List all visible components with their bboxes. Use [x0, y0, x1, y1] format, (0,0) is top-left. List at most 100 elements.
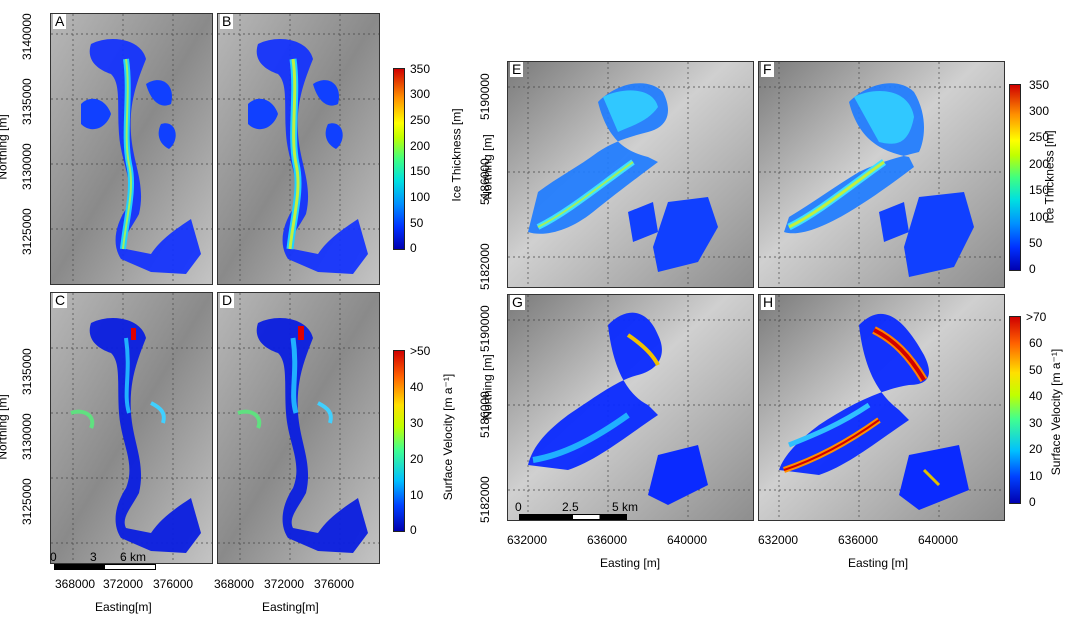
colorbar-tick: 150 — [410, 164, 431, 178]
y-tick: 3130000 — [20, 143, 34, 190]
panel-label: B — [220, 13, 234, 29]
scale-label: 3 — [90, 550, 97, 564]
colorbar-tick: 0 — [1029, 495, 1036, 509]
colorbar-tick: 200 — [1029, 157, 1050, 171]
y-axis-label: Northing [m] — [0, 114, 10, 180]
colorbar-tick: 60 — [1029, 336, 1043, 350]
panel-f-map — [759, 62, 1004, 287]
colorbar-tick: 250 — [410, 113, 431, 127]
colorbar-tick: 0 — [1029, 262, 1036, 276]
x-tick: 632000 — [758, 533, 799, 547]
y-tick: 3135000 — [20, 78, 34, 125]
scale-bar — [54, 564, 156, 570]
x-tick: 376000 — [153, 577, 194, 591]
x-axis-label: Easting[m] — [95, 600, 152, 614]
x-tick: 636000 — [838, 533, 879, 547]
colorbar-tick: 50 — [410, 216, 424, 230]
x-tick: 640000 — [918, 533, 959, 547]
y-axis-label: Northing [m] — [0, 394, 10, 460]
panel-a-map — [51, 14, 212, 284]
y-axis-label: Northing [m] — [480, 354, 495, 420]
colorbar-tick: 150 — [1029, 183, 1050, 197]
x-tick: 368000 — [214, 577, 255, 591]
x-tick: 636000 — [587, 533, 628, 547]
colorbar-tick: 20 — [1029, 442, 1043, 456]
colorbar-label: Ice Thickness [m] — [449, 108, 464, 202]
panel-label: C — [53, 292, 68, 308]
y-tick: 5190000 — [478, 73, 492, 120]
y-tick: 3140000 — [20, 13, 34, 60]
colorbar-tick: 300 — [410, 87, 431, 101]
x-tick: 372000 — [264, 577, 305, 591]
x-tick: 376000 — [314, 577, 355, 591]
velocity-colorbar — [1009, 316, 1021, 504]
scale-label: 5 km — [612, 500, 639, 514]
panel-h: H — [758, 294, 1005, 521]
panel-h-map — [759, 295, 1004, 520]
colorbar-label: Surface Velocity [m a⁻¹] — [1049, 348, 1064, 476]
colorbar-tick: 0 — [410, 241, 417, 255]
thickness-colorbar — [1009, 84, 1021, 271]
panel-g: G — [507, 294, 754, 521]
panel-f: F — [758, 61, 1005, 288]
panel-label: G — [510, 294, 525, 310]
scale-label: 0 — [50, 550, 57, 564]
colorbar-tick: 300 — [1029, 104, 1050, 118]
y-tick: 3135000 — [20, 348, 34, 395]
y-tick: 3125000 — [20, 208, 34, 255]
x-axis-label: Easting [m] — [600, 556, 661, 570]
colorbar-tick: 30 — [1029, 416, 1043, 430]
panel-e: E — [507, 61, 754, 288]
colorbar-tick: >50 — [410, 344, 431, 358]
colorbar-tick: 50 — [1029, 236, 1043, 250]
panel-label: F — [761, 61, 774, 77]
colorbar-tick: 350 — [1029, 78, 1050, 92]
x-tick: 640000 — [667, 533, 708, 547]
panel-e-map — [508, 62, 753, 287]
x-tick: 368000 — [55, 577, 96, 591]
scale-bar — [519, 514, 627, 520]
scale-label: 2.5 — [562, 500, 579, 514]
y-tick: 3130000 — [20, 413, 34, 460]
panel-d: D — [217, 292, 380, 564]
panel-label: D — [220, 292, 235, 308]
colorbar-tick: 30 — [410, 416, 424, 430]
colorbar-tick: 40 — [1029, 389, 1043, 403]
colorbar-label: Ice Thickness [m] — [1042, 130, 1057, 224]
colorbar-label: Surface Velocity [m a⁻¹] — [441, 373, 456, 501]
panel-c-map — [51, 293, 212, 563]
panel-label: H — [761, 294, 776, 310]
panel-label: E — [510, 61, 524, 77]
colorbar-tick: 200 — [410, 139, 431, 153]
thickness-colorbar — [393, 68, 405, 250]
panel-d-map — [218, 293, 379, 563]
colorbar-tick: 100 — [1029, 210, 1050, 224]
x-axis-label: Easting[m] — [262, 600, 319, 614]
colorbar-tick: 350 — [410, 62, 431, 76]
panel-b: B — [217, 13, 380, 285]
colorbar-tick: 20 — [410, 452, 424, 466]
y-tick: 5190000 — [478, 305, 492, 352]
colorbar-tick: >70 — [1026, 310, 1047, 324]
colorbar-tick: 10 — [410, 488, 424, 502]
scale-label: 6 km — [120, 550, 147, 564]
velocity-colorbar — [393, 350, 405, 532]
panel-g-map — [508, 295, 753, 520]
colorbar-tick: 10 — [1029, 469, 1043, 483]
panel-b-map — [218, 14, 379, 284]
x-tick: 372000 — [103, 577, 144, 591]
scale-label: 0 — [515, 500, 522, 514]
colorbar-tick: 250 — [1029, 130, 1050, 144]
y-axis-label: Northing [m] — [480, 134, 495, 200]
x-axis-label: Easting [m] — [848, 556, 909, 570]
x-tick: 632000 — [507, 533, 548, 547]
colorbar-tick: 0 — [410, 523, 417, 537]
panel-a: A — [50, 13, 213, 285]
colorbar-tick: 100 — [410, 190, 431, 204]
y-tick: 3125000 — [20, 478, 34, 525]
y-tick: 5182000 — [478, 243, 492, 290]
panel-c: C — [50, 292, 213, 564]
y-tick: 5182000 — [478, 476, 492, 523]
colorbar-tick: 40 — [410, 380, 424, 394]
panel-label: A — [53, 13, 67, 29]
